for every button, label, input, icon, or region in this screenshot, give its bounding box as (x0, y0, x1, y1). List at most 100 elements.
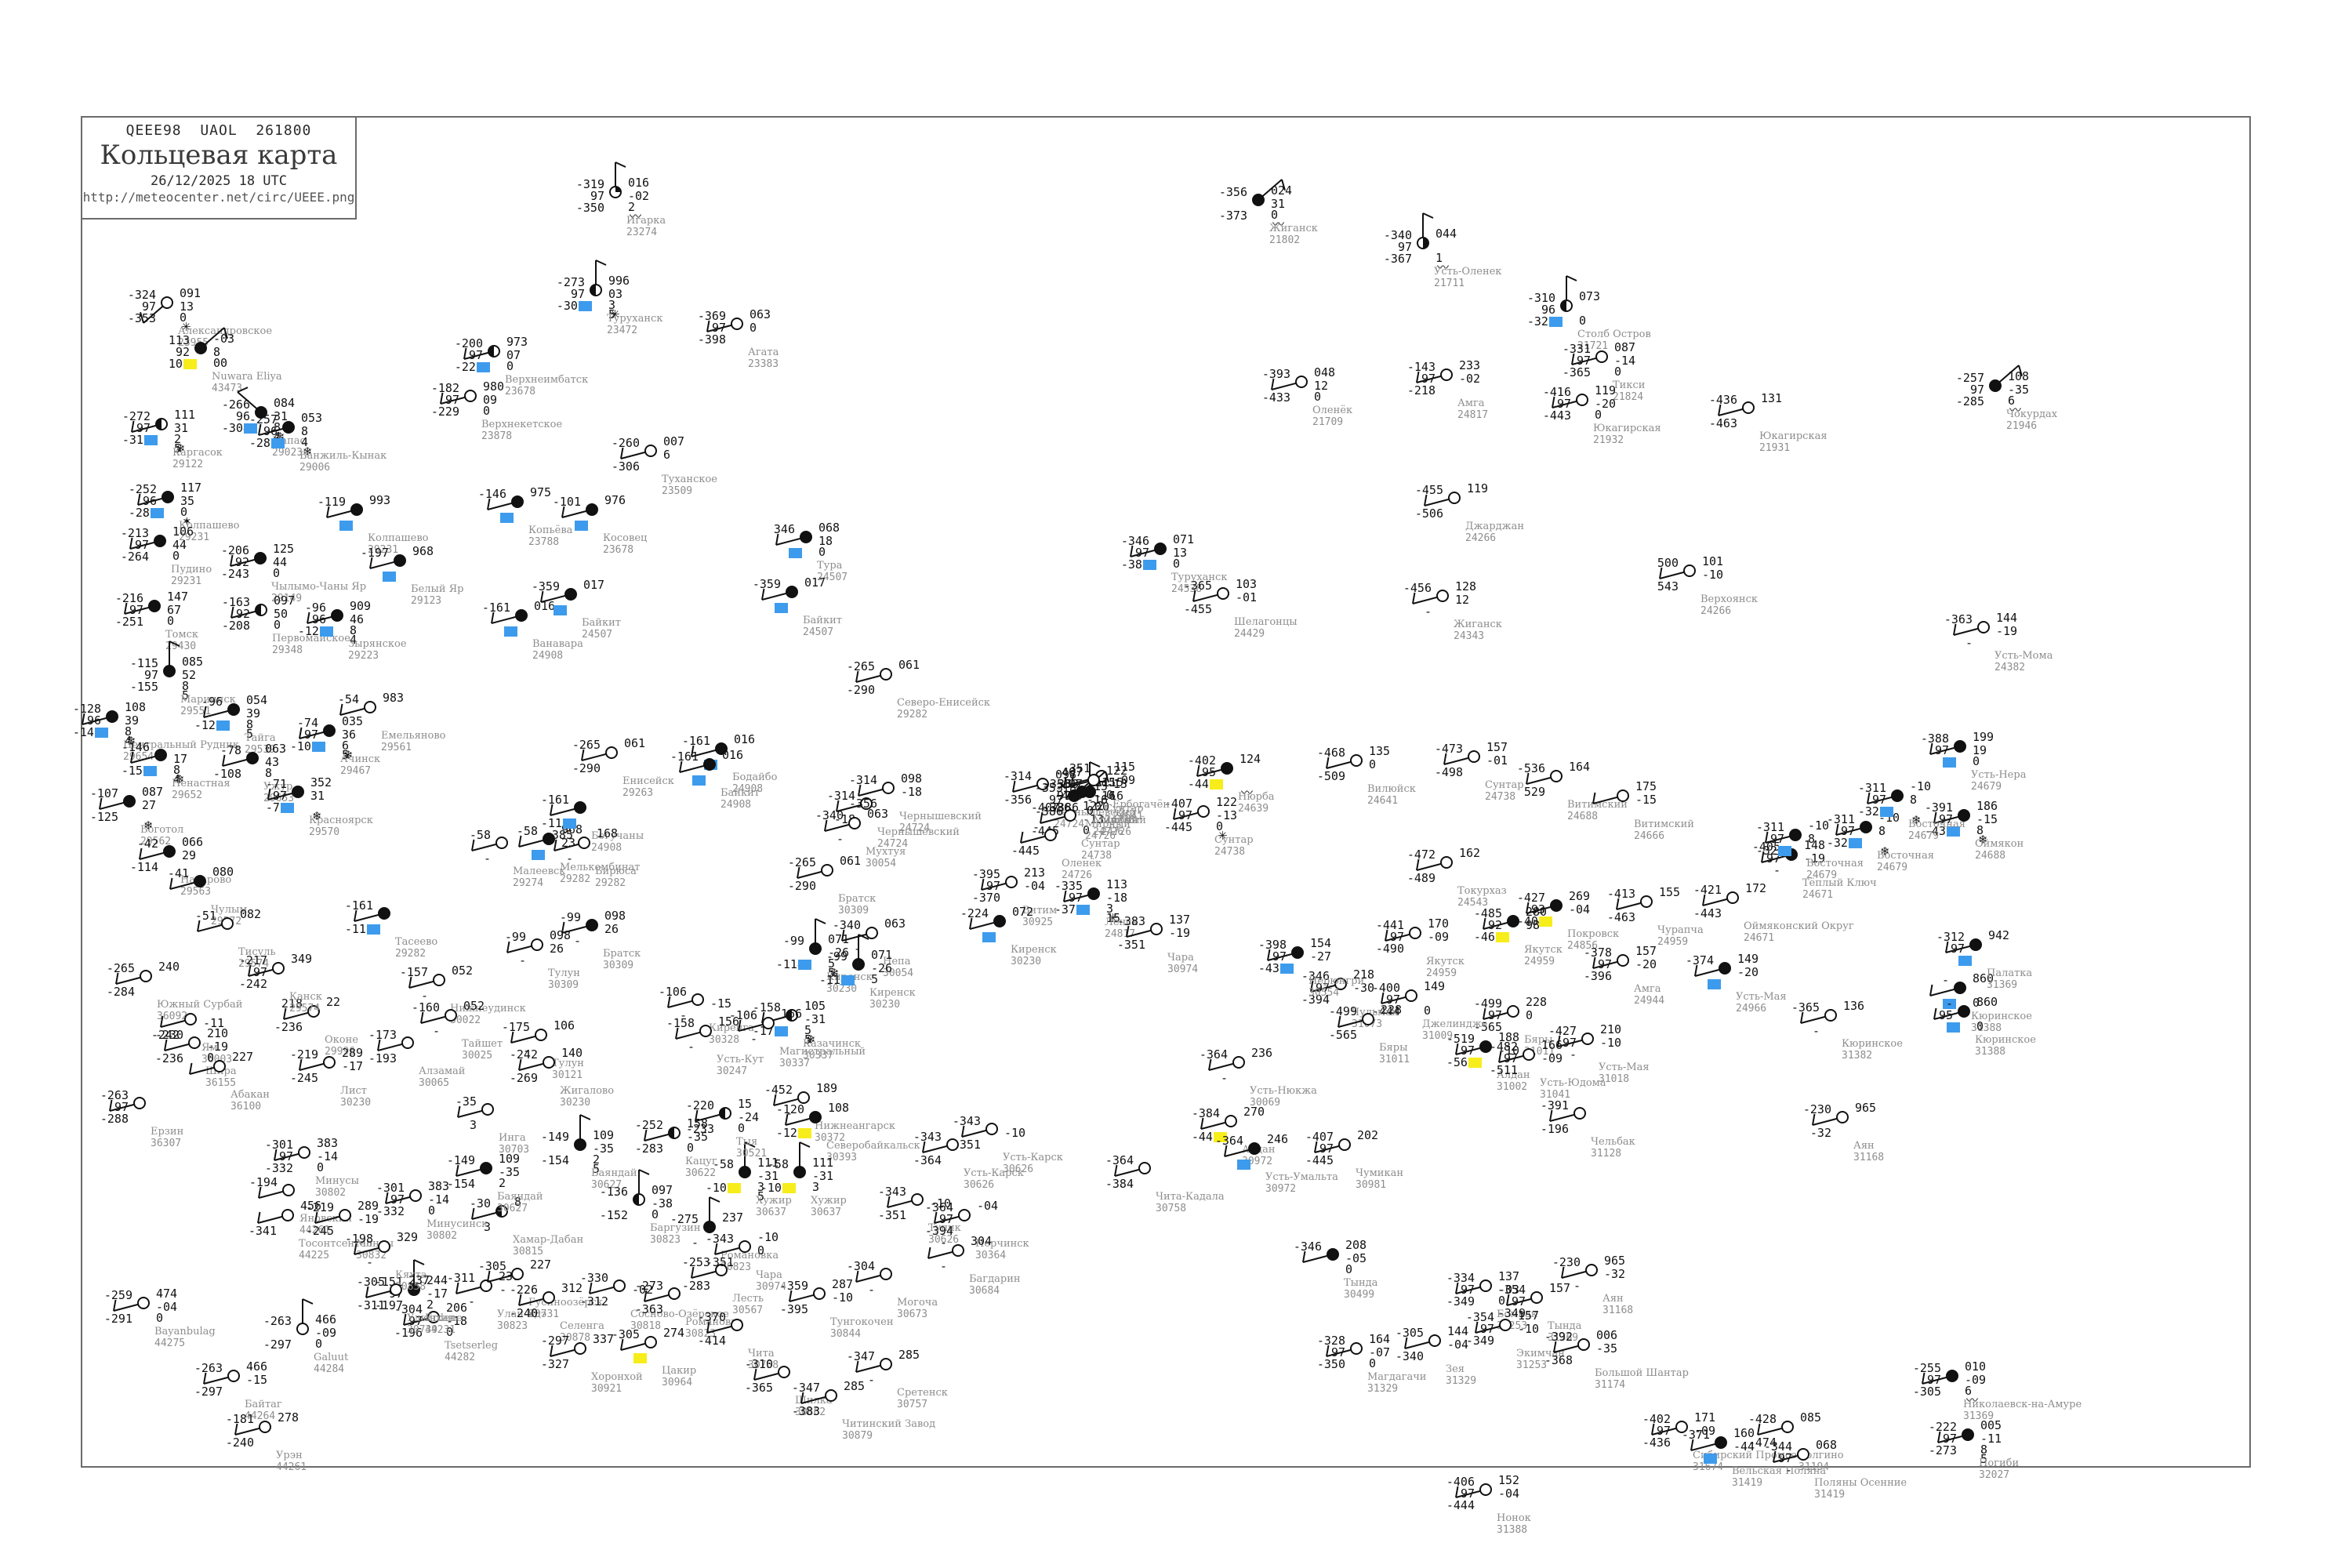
station-wmo-id: 29574 (238, 957, 270, 970)
cloud-cover-icon (543, 1291, 555, 1304)
station-low-cloud: 2 (174, 432, 182, 446)
station-dewpoint: -236 (154, 1051, 183, 1065)
station-dewpoint: -281 (249, 436, 278, 450)
precip-flag-blue (579, 301, 592, 311)
station-dewpoint: -273 (1928, 1443, 1957, 1457)
station-dewpoint: -351 (1116, 938, 1145, 952)
station-low-cloud: 0 (1614, 365, 1622, 379)
station-dewpoint: -127 (297, 624, 326, 638)
station-name-label: Сунтар 24738 (1485, 779, 1524, 803)
cloud-cover-icon (1440, 856, 1453, 869)
station-pressure-tendency: -31 (757, 1169, 779, 1183)
station-dewpoint: -398 (697, 332, 726, 347)
cloud-cover-icon (609, 186, 622, 198)
station-pressure: 164 (1369, 1332, 1391, 1346)
station-temperature: -400 (1371, 981, 1400, 995)
station-dewpoint: -463 (1606, 910, 1635, 924)
station-low-cloud: 0 (1271, 208, 1279, 222)
station-wmo-id: 24724 (899, 822, 931, 834)
station-temperature: -421 (1693, 883, 1722, 897)
station-low-cloud: 0 (818, 545, 826, 559)
cloud-cover-icon (298, 1146, 310, 1159)
station-wmo-id: 44225 (299, 1249, 330, 1261)
cloud-cover-icon (1977, 621, 1990, 633)
station-temperature: -265 (846, 659, 875, 673)
precip-flag-yellow (1468, 1058, 1482, 1068)
station-pressure: -03 (213, 332, 235, 346)
station-dewpoint: -304 (221, 421, 250, 435)
station-low-cloud: 0 (738, 1121, 746, 1135)
cloud-cover-icon (221, 917, 234, 930)
cloud-cover-icon (574, 1342, 586, 1355)
station-name-label: Тулун 30121 (552, 1058, 584, 1081)
station-temperature: -101 (552, 495, 581, 509)
station-dewpoint: - (853, 942, 861, 956)
station-pressure: 140 (561, 1046, 583, 1060)
station-temperature: -252 (634, 1118, 663, 1132)
station-pressure: 383 (317, 1136, 339, 1150)
station-temperature: -96 (304, 601, 326, 615)
cloud-cover-icon (161, 296, 173, 309)
station-pressure-tendency: -18 (901, 785, 923, 799)
station-name-label: Хужир 30637 (756, 1195, 792, 1218)
present-weather-icon: ❄ (343, 748, 354, 762)
station-humidity: 97 (590, 189, 604, 203)
station-name-label: Витим 30925 (1022, 905, 1058, 928)
station-pressure: 975 (530, 485, 552, 499)
station-dewpoint: -386 (1042, 800, 1071, 815)
station-pressure: 117 (180, 481, 202, 495)
station-pressure: 048 (1314, 365, 1336, 379)
station-wmo-id: 24671 (1802, 888, 1834, 901)
station-pressure-tendency: 0 (1369, 757, 1377, 771)
station-dewpoint: - (518, 953, 526, 967)
cloud-cover-icon (880, 1358, 892, 1370)
station-pressure: 098 (1055, 768, 1077, 782)
station-name-label: Ерзин 36307 (151, 1126, 184, 1149)
station-temperature: -378 (1583, 946, 1612, 960)
station-dewpoint: -468 (1473, 930, 1502, 944)
cloud-cover-icon (1640, 895, 1653, 908)
station-pressure: 103 (1236, 577, 1258, 591)
station-pressure: 199 (1973, 730, 1994, 744)
station-pressure-tendency: 31 (174, 421, 189, 435)
station-dewpoint: -384 (1105, 1177, 1134, 1191)
station-wmo-id: 30925 (1022, 916, 1054, 928)
station-low-cloud: 0 (1216, 819, 1224, 833)
station-humidity: 97 (1178, 808, 1192, 822)
station-wmo-id: 24738 (1485, 790, 1516, 803)
present-weather-icon: 〰 (630, 209, 642, 223)
station-wmo-id: 29563 (180, 885, 212, 898)
cloud-cover-icon (464, 390, 477, 402)
station-pressure: 186 (1976, 799, 1998, 813)
station-temperature: -181 (225, 1412, 254, 1426)
station-pressure-tendency: 12 (1314, 379, 1329, 393)
station-name-label: Мелькомбинат 29282 (560, 862, 641, 885)
station-name-label: Чылымо-Чаны Яр 29149 (271, 581, 367, 604)
station-pressure: 227 (530, 1258, 552, 1272)
station-name-label: Кюринское 31388 (1975, 1034, 2036, 1058)
station-wmo-id: 29274 (513, 877, 544, 889)
station-pressure: 109 (593, 1128, 615, 1142)
station-name-label: Тасеево 29282 (395, 936, 438, 960)
station-pressure: 246 (1267, 1132, 1289, 1146)
station-wmo-id: 24679 (1877, 861, 1908, 873)
station-wmo-id: 30703 (499, 1143, 530, 1156)
station-humidity: 97 (390, 1192, 405, 1207)
station-temperature: -452 (764, 1083, 793, 1097)
station-dewpoint: - (1784, 1463, 1792, 1477)
station-temperature: -146 (477, 487, 506, 501)
station-name-label: Хамар-Дабан 30815 (513, 1234, 584, 1258)
station-name-label: Копьёва 23788 (528, 524, 573, 548)
station-wmo-id: 30393 (826, 1151, 858, 1163)
station-pressure: 15 (738, 1097, 753, 1111)
station-name-label: Тайшет 30025 (462, 1038, 503, 1062)
cloud-cover-icon (786, 586, 798, 598)
station-wmo-id: 23678 (505, 385, 536, 397)
station-dewpoint: -154 (540, 1153, 569, 1167)
station-dewpoint: -177 (752, 1024, 781, 1038)
station-cloud-extra: 5 (608, 307, 616, 321)
station-pressure: 162 (1459, 846, 1481, 860)
present-weather-icon: ❄ (126, 734, 136, 748)
station-temperature: -499 (1473, 996, 1502, 1011)
station-wmo-id: 29551 (180, 705, 212, 717)
